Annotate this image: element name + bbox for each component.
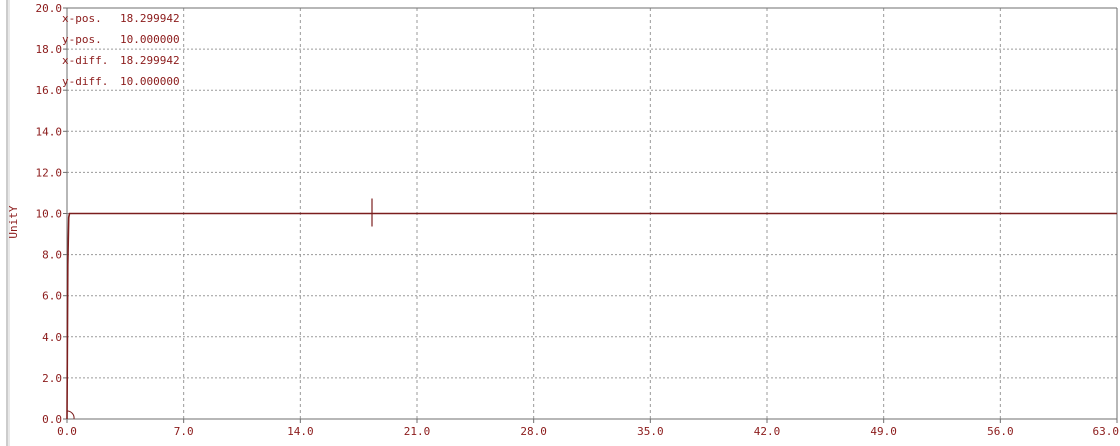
x-tick-label: 0.0 xyxy=(57,425,77,438)
readout-label: x-diff. xyxy=(62,54,108,67)
readout-1: y-pos. 10.000000 xyxy=(62,33,180,46)
readout-value: 18.299942 xyxy=(120,54,180,67)
x-tick-label: 7.0 xyxy=(174,425,194,438)
readout-2: x-diff. 18.299942 xyxy=(62,54,180,67)
origin-marker xyxy=(66,410,75,420)
y-tick-label: 4.0 xyxy=(42,331,62,344)
x-tick-label: 63.0 xyxy=(1093,425,1120,438)
y-tick-label: 0.0 xyxy=(42,413,62,426)
y-tick-label: 18.0 xyxy=(36,43,63,56)
x-tick-label: 35.0 xyxy=(637,425,664,438)
y-tick-labels: 20.0 18.0 16.0 14.0 12.0 10.0 8.0 6.0 4.0 2.0 0.0 xyxy=(36,2,63,426)
x-tick-label: 42.0 xyxy=(754,425,781,438)
readout-value: 18.299942 xyxy=(120,12,180,25)
x-tick-label: 14.0 xyxy=(287,425,314,438)
x-tick-label: 56.0 xyxy=(987,425,1014,438)
series-line-0 xyxy=(66,212,1117,420)
y-tick-label: 16.0 xyxy=(36,84,63,97)
readout-value: 10.000000 xyxy=(120,33,180,46)
readout-label: y-diff. xyxy=(62,75,108,88)
y-tick-label: 2.0 xyxy=(42,372,62,385)
y-tick-label: 12.0 xyxy=(36,166,63,179)
x-tick-label: 21.0 xyxy=(404,425,431,438)
readout-label: x-pos. xyxy=(62,12,102,25)
series-layer xyxy=(66,212,1117,420)
readout-0: x-pos. 18.299942 xyxy=(62,12,180,25)
y-tick-label: 14.0 xyxy=(36,125,63,138)
x-tick-label: 49.0 xyxy=(870,425,897,438)
cursor-readout: x-pos. 18.299942 y-pos. 10.000000 x-diff. 18.… xyxy=(62,12,180,88)
y-tick-label: 10.0 xyxy=(36,208,63,221)
x-tick-labels: 0.0 7.0 14.0 21.0 28.0 35.0 42.0 49.0 56.0 63.0 xyxy=(57,425,1119,438)
y-tick-label: 6.0 xyxy=(42,290,62,303)
readout-label: y-pos. xyxy=(62,33,102,46)
y-tick-label: 20.0 xyxy=(36,2,63,15)
y-tick-label: 8.0 xyxy=(42,249,62,262)
readout-3: y-diff. 10.000000 xyxy=(62,75,180,88)
readout-value: 10.000000 xyxy=(120,75,180,88)
x-tick-label: 28.0 xyxy=(520,425,547,438)
y-axis-title: UnitY xyxy=(7,205,20,238)
